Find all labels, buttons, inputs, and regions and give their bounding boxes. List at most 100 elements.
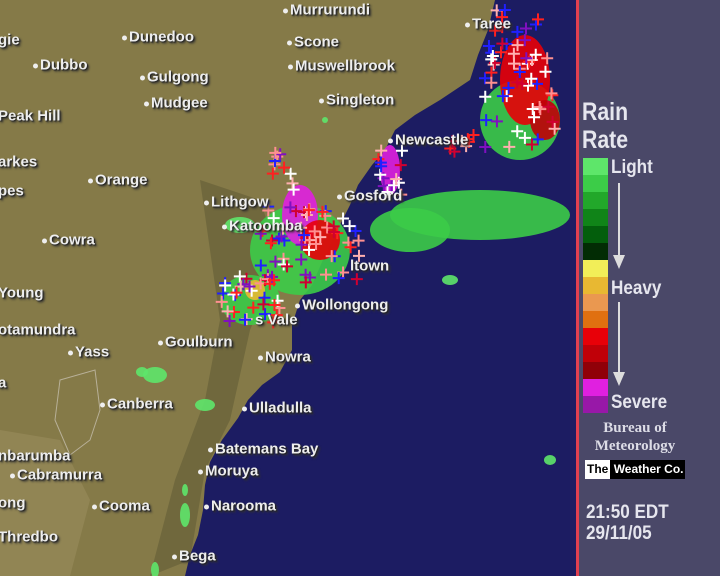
lightning-cross-icon xyxy=(511,125,524,138)
lightning-cross-icon xyxy=(502,81,515,94)
lightning-cross-icon xyxy=(529,18,542,31)
town-label: Dubbo xyxy=(33,57,87,74)
town-label: Moruya xyxy=(198,463,258,480)
arrow-down-icon xyxy=(618,302,620,374)
lightning-cross-icon xyxy=(375,144,388,157)
lightning-cross-icon xyxy=(343,220,356,233)
lightning-cross-icon xyxy=(217,287,230,300)
timestamp-date: 29/11/05 xyxy=(586,523,652,544)
town-dot-icon xyxy=(319,98,324,104)
lightning-cross-icon xyxy=(295,221,308,234)
lightning-cross-icon xyxy=(284,201,297,214)
town-dot-icon xyxy=(258,355,263,361)
lightning-cross-icon xyxy=(542,100,555,113)
town-label: Singleton xyxy=(319,92,394,109)
town-label: Scone xyxy=(287,34,339,51)
lightning-cross-icon xyxy=(529,48,542,61)
town-dot-icon xyxy=(92,504,97,510)
town-dot-icon xyxy=(68,350,73,356)
lightning-cross-icon xyxy=(489,24,502,37)
lightning-strikes xyxy=(215,4,561,329)
legend-swatch xyxy=(583,277,608,294)
lightning-cross-icon xyxy=(270,309,283,322)
town-label: gie xyxy=(0,31,20,49)
terrain-highlight xyxy=(0,430,90,576)
town-label: Narooma xyxy=(204,498,276,515)
town-label: Katoomba xyxy=(222,218,302,235)
town-dot-icon xyxy=(295,303,300,309)
lightning-cross-icon xyxy=(299,276,312,289)
lightning-cross-icon xyxy=(281,260,294,273)
lightning-cross-icon xyxy=(485,76,498,89)
town-dot-icon xyxy=(140,75,145,81)
lightning-cross-icon xyxy=(545,87,558,100)
lightning-cross-icon xyxy=(230,286,243,299)
lightning-cross-icon xyxy=(295,253,308,266)
town-label: Dunedoo xyxy=(122,29,194,46)
town-label: Taree xyxy=(465,16,511,33)
rain-echo xyxy=(544,455,556,465)
rain-echo xyxy=(500,35,550,125)
legend-swatch xyxy=(583,379,608,396)
legend-swatch xyxy=(583,362,608,379)
town-label: Yass xyxy=(68,344,109,361)
town-dot-icon xyxy=(33,63,38,69)
lightning-cross-icon xyxy=(511,25,524,38)
lightning-cross-icon xyxy=(223,315,236,328)
town-dot-icon xyxy=(122,35,127,41)
lightning-cross-icon xyxy=(257,298,270,311)
lightning-cross-icon xyxy=(256,224,269,237)
rain-echo xyxy=(182,484,188,496)
arrowhead-icon xyxy=(613,372,625,386)
town-dot-icon xyxy=(88,178,93,184)
rain-echo xyxy=(143,367,167,383)
lightning-cross-icon xyxy=(266,167,279,180)
lightning-cross-icon xyxy=(531,13,544,26)
lightning-cross-icon xyxy=(394,159,407,172)
town-label: Canberra xyxy=(100,396,173,413)
lightning-cross-icon xyxy=(507,57,520,70)
act-border xyxy=(54,369,101,456)
town-label: Peak Hill xyxy=(0,107,61,125)
town-label: Cabramurra xyxy=(10,467,102,484)
lightning-cross-icon xyxy=(266,234,279,247)
town-label: Batemans Bay xyxy=(208,441,318,458)
lightning-cross-icon xyxy=(498,4,511,17)
lightning-cross-icon xyxy=(287,183,300,196)
legend-title-line1: Rain xyxy=(582,98,629,126)
town-dot-icon xyxy=(204,504,209,510)
lightning-cross-icon xyxy=(490,115,503,128)
lightning-cross-icon xyxy=(310,237,323,250)
lightning-cross-icon xyxy=(259,308,272,321)
legend-swatch xyxy=(583,226,608,243)
lightning-cross-icon xyxy=(308,225,321,238)
lightning-cross-icon xyxy=(247,301,260,314)
town-label: arkes xyxy=(0,153,38,171)
lightning-cross-icon xyxy=(272,232,285,245)
lightning-cross-icon xyxy=(268,298,281,311)
bureau-line2: Meteorology xyxy=(594,438,676,454)
lightning-cross-icon xyxy=(546,115,559,128)
lightning-cross-icon xyxy=(237,278,250,291)
town-label: Thredbo xyxy=(0,528,58,546)
lightning-cross-icon xyxy=(495,46,508,59)
lightning-cross-icon xyxy=(526,103,539,116)
legend-title-line2: Rate xyxy=(582,126,629,154)
town-label: Ulladulla xyxy=(242,400,312,417)
legend-swatch xyxy=(583,158,608,175)
lightning-cross-icon xyxy=(337,212,350,225)
lightning-cross-icon xyxy=(395,144,408,157)
town-dot-icon xyxy=(465,22,470,28)
lightning-cross-icon xyxy=(539,65,552,78)
lightning-cross-icon xyxy=(479,90,492,103)
rain-echo xyxy=(225,217,255,233)
town-label: nbarumba xyxy=(0,447,71,465)
lightning-cross-icon xyxy=(221,305,234,318)
lightning-cross-icon xyxy=(316,205,329,218)
town-label: otamundra xyxy=(0,321,76,339)
lightning-cross-icon xyxy=(541,52,554,65)
lightning-cross-icon xyxy=(321,221,334,234)
lightning-cross-icon xyxy=(511,76,524,89)
radar-map xyxy=(0,0,570,576)
town-label: ong xyxy=(0,494,26,512)
